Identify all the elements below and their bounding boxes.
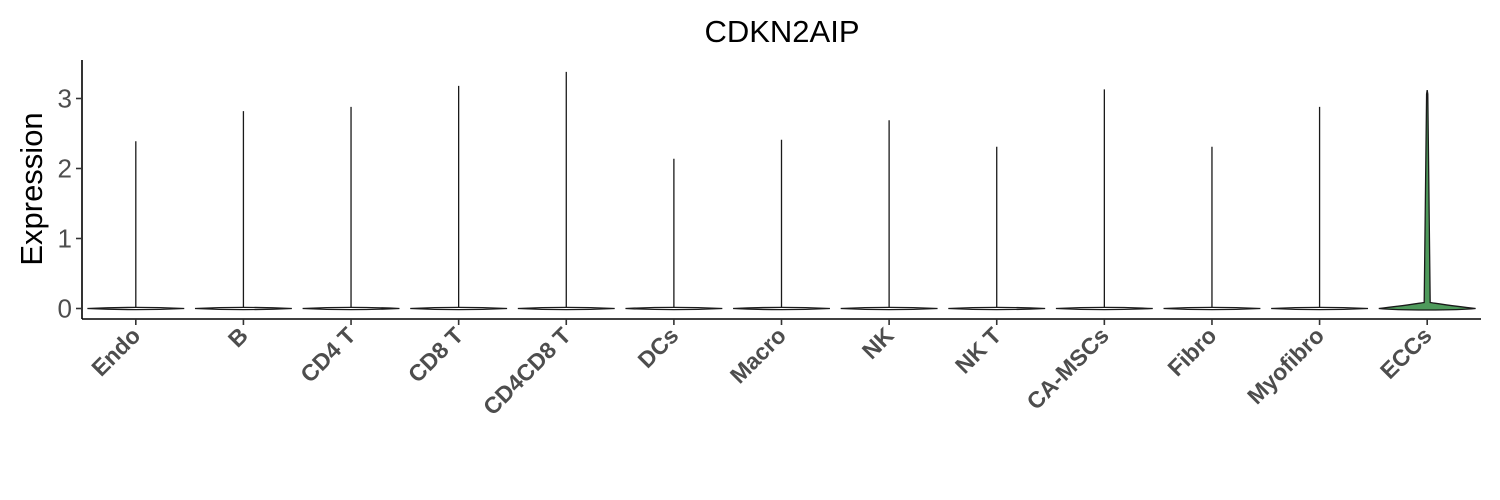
x-tick-label: CD4 T — [295, 322, 360, 387]
violin-body — [625, 306, 723, 311]
violin-cd4cd8-t — [517, 71, 615, 311]
y-axis-ticks: 0 1 2 3 — [58, 84, 82, 324]
y-tick-label: 2 — [58, 154, 72, 184]
violin-eccs — [1378, 90, 1476, 311]
chart-title: CDKN2AIP — [704, 14, 859, 49]
y-tick-label: 1 — [58, 224, 72, 254]
x-tick-label: Fibro — [1162, 322, 1221, 381]
violin-fibro — [1163, 146, 1261, 311]
violin-cd4-t — [302, 106, 400, 311]
x-tick-label: NK — [857, 322, 899, 364]
x-axis-ticks: Endo B CD4 T CD8 T CD4CD8 T DCs Macro NK NK T CA-… — [86, 319, 1437, 420]
plot-area — [87, 71, 1476, 311]
violin-body — [1378, 90, 1476, 311]
violin-endo — [87, 141, 185, 311]
violin-body — [733, 306, 830, 311]
y-tick-label: 0 — [58, 294, 72, 324]
violin-macro — [733, 139, 830, 311]
violin-body — [1163, 306, 1261, 311]
violin-b — [194, 111, 292, 311]
violin-body — [840, 306, 938, 311]
x-tick-label: Myofibro — [1242, 322, 1329, 409]
x-tick-label: CA-MSCs — [1021, 322, 1113, 414]
violin-body — [1271, 306, 1369, 311]
violin-myofibro — [1271, 106, 1369, 311]
x-tick-label: CD8 T — [403, 322, 468, 387]
violin-nk-t — [948, 146, 1046, 311]
violin-body — [410, 306, 508, 311]
violin-body — [517, 306, 615, 311]
y-tick-label: 3 — [58, 84, 72, 114]
x-tick-label: NK T — [950, 322, 1006, 378]
violin-body — [302, 306, 400, 311]
x-tick-label: B — [223, 322, 253, 352]
violin-cd8-t — [410, 85, 508, 311]
x-tick-label: Endo — [86, 322, 145, 381]
violin-dcs — [625, 158, 723, 311]
violin-body — [1055, 306, 1153, 311]
x-tick-label: CD4CD8 T — [478, 322, 576, 420]
y-axis-label: Expression — [14, 112, 49, 265]
violin-body — [948, 306, 1046, 311]
violin-body — [87, 306, 185, 311]
x-tick-label: ECCs — [1375, 322, 1437, 384]
violin-ca-mscs — [1055, 89, 1153, 311]
violin-body — [194, 306, 292, 311]
x-tick-label: Macro — [725, 322, 791, 388]
violin-nk — [840, 120, 938, 311]
x-tick-label: DCs — [632, 322, 683, 373]
